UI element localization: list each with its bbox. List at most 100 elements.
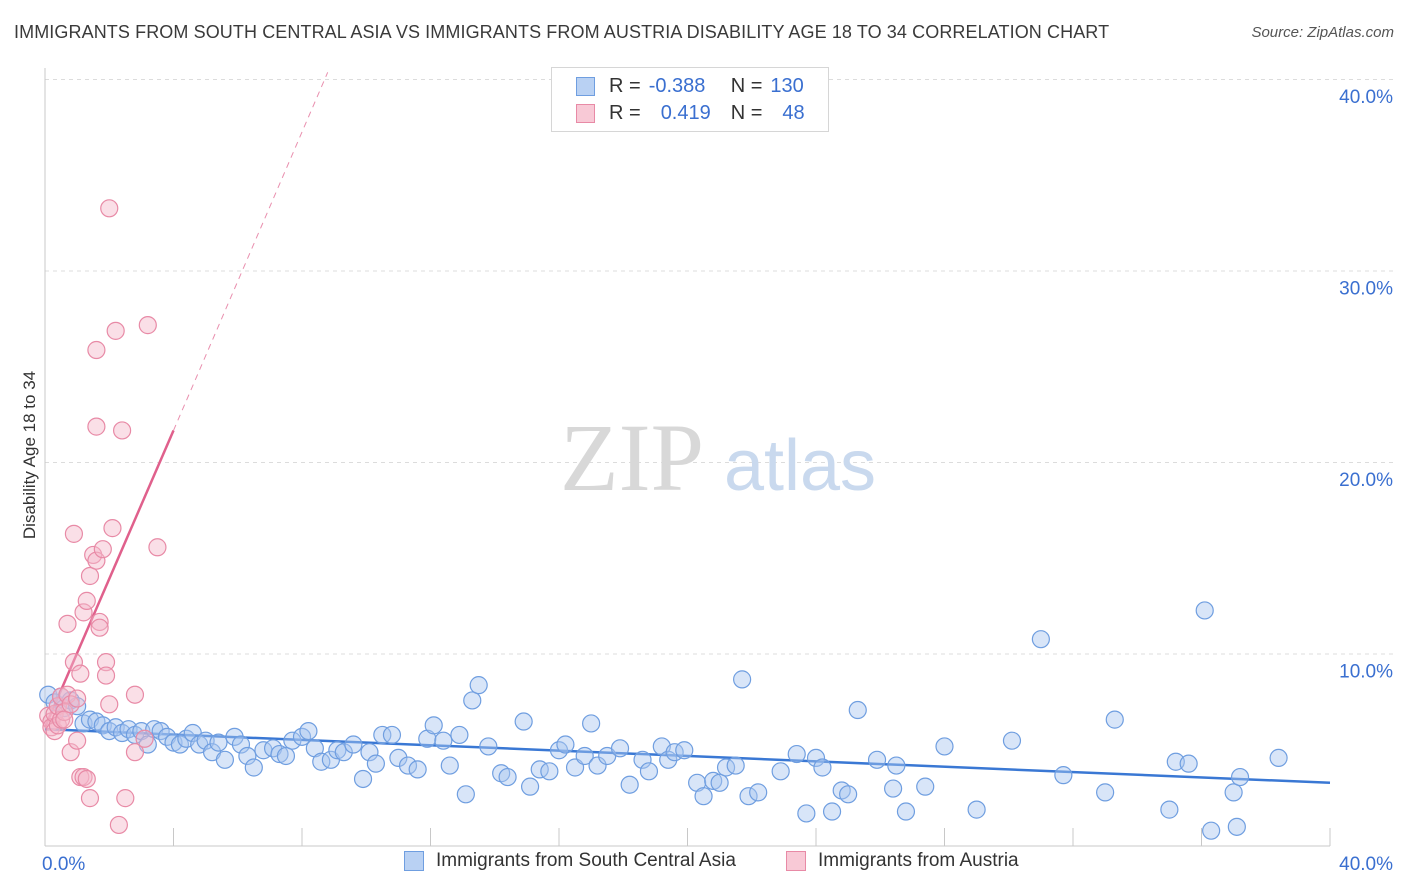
- x-tick-label: 0.0%: [42, 854, 85, 875]
- point-south-central-asia: [733, 670, 752, 689]
- legend-n-value: 130: [770, 74, 804, 97]
- point-south-central-asia: [1202, 821, 1221, 840]
- point-south-central-asia: [633, 750, 652, 769]
- point-south-central-asia: [520, 777, 540, 796]
- point-south-central-asia: [1054, 766, 1073, 785]
- point-south-central-asia: [694, 787, 713, 806]
- point-south-central-asia: [582, 714, 601, 733]
- point-south-central-asia: [1179, 754, 1198, 773]
- point-south-central-asia: [440, 756, 459, 775]
- point-south-central-asia: [276, 746, 296, 766]
- point-austria: [51, 687, 71, 706]
- point-south-central-asia: [848, 700, 867, 720]
- watermark-zip: ZIP: [560, 404, 704, 511]
- point-austria: [106, 321, 125, 340]
- point-south-central-asia: [1195, 601, 1214, 620]
- point-austria: [100, 199, 119, 218]
- point-south-central-asia: [556, 735, 575, 754]
- legend-swatch-blue: [576, 76, 595, 96]
- point-south-central-asia: [839, 785, 858, 804]
- point-austria: [80, 789, 100, 808]
- point-austria: [77, 769, 96, 789]
- y-tick-label: 20.0%: [1339, 470, 1393, 491]
- chart-title: IMMIGRANTS FROM SOUTH CENTRAL ASIA VS IM…: [14, 22, 1110, 42]
- point-austria: [90, 618, 109, 637]
- point-austria: [64, 653, 84, 672]
- point-austria: [84, 545, 103, 565]
- point-south-central-asia: [1160, 800, 1179, 819]
- point-south-central-asia: [456, 785, 475, 804]
- point-south-central-asia: [360, 743, 379, 762]
- data-points: [39, 199, 1288, 840]
- point-south-central-asia: [749, 783, 768, 802]
- point-austria: [74, 767, 93, 787]
- point-south-central-asia: [209, 733, 228, 752]
- point-south-central-asia: [463, 691, 482, 710]
- point-austria: [58, 614, 77, 633]
- point-south-central-asia: [916, 777, 935, 796]
- gridlines: [45, 79, 1395, 655]
- point-south-central-asia: [675, 741, 694, 760]
- trend-line-austria: [43, 429, 175, 728]
- point-south-central-asia: [867, 750, 887, 769]
- y-tick-label: 10.0%: [1339, 662, 1393, 683]
- point-austria: [90, 612, 109, 632]
- point-south-central-asia: [434, 731, 453, 750]
- point-south-central-asia: [389, 748, 408, 768]
- point-austria: [68, 689, 87, 708]
- legend-r-value: 0.419: [660, 101, 711, 124]
- trend-lines: [43, 72, 1331, 785]
- point-south-central-asia: [620, 775, 639, 794]
- point-south-central-asia: [806, 748, 826, 768]
- point-south-central-asia: [353, 769, 373, 789]
- point-south-central-asia: [283, 731, 302, 750]
- point-south-central-asia: [704, 771, 723, 790]
- legend-swatch-pink: [576, 103, 595, 123]
- point-south-central-asia: [787, 744, 806, 764]
- y-tick-label: 30.0%: [1339, 279, 1393, 300]
- point-austria: [96, 653, 116, 672]
- point-south-central-asia: [244, 758, 263, 777]
- bottom-legend-swatch-pink: [786, 851, 806, 871]
- point-south-central-asia: [366, 754, 385, 773]
- bottom-legend-label: Immigrants from Austria: [818, 850, 1019, 871]
- point-austria: [64, 524, 84, 543]
- point-south-central-asia: [299, 721, 318, 741]
- point-south-central-asia: [771, 762, 790, 781]
- point-south-central-asia: [373, 725, 392, 745]
- point-south-central-asia: [479, 737, 498, 756]
- tick-labels: 10.0% 20.0% 30.0% 40.0% 0.0% 40.0%: [42, 87, 1393, 875]
- point-austria: [61, 743, 80, 762]
- point-south-central-asia: [398, 756, 418, 775]
- point-south-central-asia: [1002, 731, 1022, 750]
- point-south-central-asia: [575, 746, 594, 766]
- point-south-central-asia: [238, 746, 257, 766]
- point-south-central-asia: [498, 767, 517, 787]
- point-south-central-asia: [270, 744, 289, 764]
- point-south-central-asia: [739, 787, 758, 806]
- stats-legend: R = -0.388 N = 130 R = 0.419 N = 48: [551, 67, 829, 132]
- point-south-central-asia: [797, 804, 816, 823]
- point-austria: [116, 789, 135, 808]
- bottom-legend-label: Immigrants from South Central Asia: [436, 850, 736, 871]
- point-south-central-asia: [408, 760, 427, 779]
- point-south-central-asia: [231, 735, 251, 754]
- point-south-central-asia: [1230, 767, 1250, 787]
- point-south-central-asia: [726, 756, 745, 775]
- legend-r-label: R =: [609, 101, 641, 124]
- point-south-central-asia: [639, 762, 659, 781]
- watermark: ZIP atlas: [560, 404, 876, 511]
- point-south-central-asia: [610, 739, 630, 758]
- point-austria: [103, 519, 122, 538]
- point-south-central-asia: [469, 676, 488, 695]
- point-austria: [87, 417, 106, 436]
- point-austria: [87, 551, 106, 570]
- point-south-central-asia: [514, 712, 533, 731]
- point-south-central-asia: [1031, 630, 1050, 649]
- bottom-legend-south-central-asia: Immigrants from South Central Asia: [404, 850, 736, 872]
- point-austria: [112, 421, 132, 440]
- point-south-central-asia: [328, 741, 347, 760]
- point-south-central-asia: [382, 725, 402, 745]
- point-south-central-asia: [1096, 783, 1115, 802]
